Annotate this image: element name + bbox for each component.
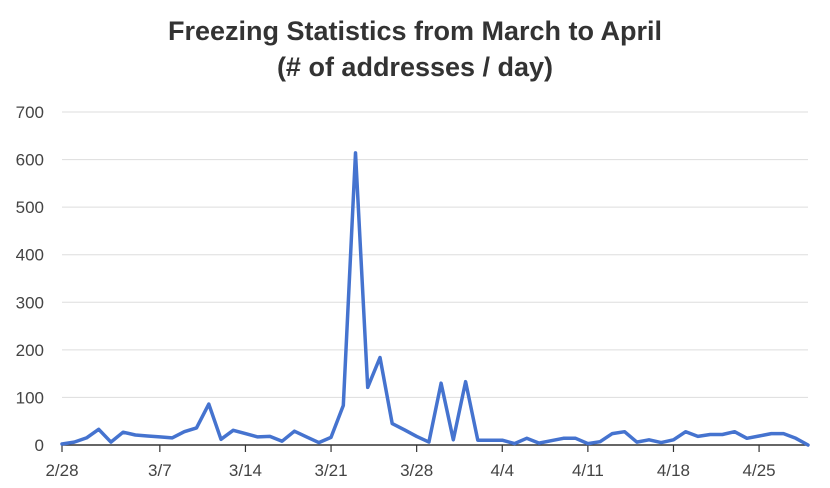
x-tick-label: 2/28 — [45, 461, 78, 480]
x-tick-label: 3/28 — [400, 461, 433, 480]
y-tick-label: 0 — [35, 436, 44, 455]
x-tick-label: 4/11 — [572, 461, 604, 480]
x-tick-label: 4/25 — [743, 461, 776, 480]
series-layer — [60, 151, 810, 447]
y-tick-label: 200 — [16, 341, 44, 360]
y-tick-label: 400 — [16, 246, 44, 265]
chart-title-line-2: (# of addresses / day) — [276, 52, 554, 82]
y-tick-label: 500 — [16, 198, 44, 217]
y-tick-label: 700 — [16, 103, 44, 122]
x-tick-label: 3/21 — [315, 461, 348, 480]
y-tick-label: 300 — [16, 293, 44, 312]
y-axis-ticks: 0 100 200 300 400 500 600 700 — [16, 103, 44, 455]
x-tick-label: 4/18 — [657, 461, 690, 480]
x-tick-label: 4/4 — [490, 461, 514, 480]
series-line — [60, 151, 810, 447]
y-tick-label: 100 — [16, 388, 44, 407]
x-tick-label: 3/14 — [229, 461, 262, 480]
x-tick-label: 3/7 — [148, 461, 172, 480]
grid-lines — [62, 111, 808, 446]
x-axis-ticks: 2/28 3/7 3/14 3/21 3/28 4/4 4/11 4/18 4/25 — [45, 445, 776, 480]
chart-title-line-1: Freezing Statistics from March to April — [167, 16, 663, 46]
y-tick-label: 600 — [16, 151, 44, 170]
